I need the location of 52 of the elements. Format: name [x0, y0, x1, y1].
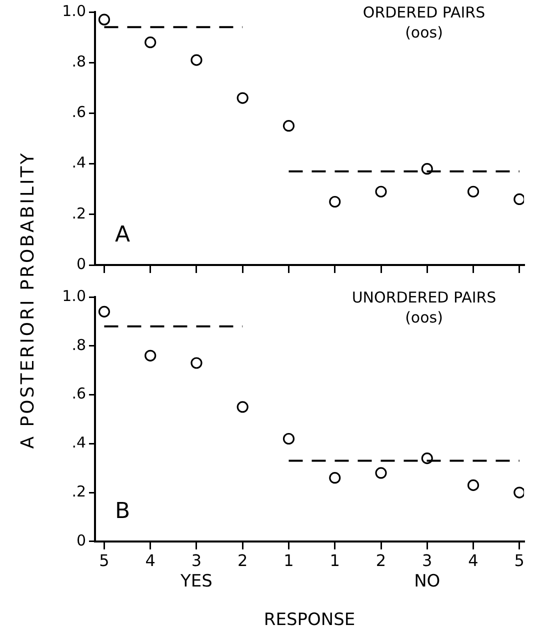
- x-tick-label: 4: [145, 551, 156, 570]
- y-axis-title: A POSTERIORI PROBABILITY: [18, 151, 38, 449]
- point: [190, 54, 202, 66]
- point: [514, 486, 524, 498]
- y-tick-label: .8: [72, 52, 86, 70]
- point: [236, 401, 248, 413]
- point: [282, 432, 295, 445]
- y-tick-label: .2: [72, 482, 86, 500]
- y-tick-label: 1.0: [62, 2, 86, 20]
- point: [282, 120, 295, 132]
- x-tick-label: 4: [468, 551, 478, 570]
- x-tick-label: 5: [99, 551, 110, 570]
- x-axis-title: RESPONSE: [264, 610, 356, 630]
- annotation: B: [115, 499, 130, 524]
- y-tick-label: .6: [72, 384, 86, 403]
- point: [514, 193, 524, 206]
- y-tick-label: 0: [76, 531, 86, 550]
- point: [467, 186, 480, 198]
- y-tick-label: 0: [76, 254, 86, 273]
- x-tick-label: 1: [284, 551, 294, 570]
- x-tick-label: 1: [330, 551, 340, 570]
- point: [467, 479, 480, 491]
- point: [329, 472, 341, 484]
- y-tick-label: .2: [72, 204, 86, 222]
- point: [421, 163, 433, 175]
- x-tick-label: 5: [514, 551, 524, 570]
- point: [98, 14, 110, 26]
- text: YES: [180, 571, 212, 592]
- text: (oos): [405, 23, 443, 42]
- point: [421, 452, 433, 464]
- point: [375, 467, 387, 479]
- x-tick-label: 3: [191, 551, 202, 570]
- text: NO: [414, 571, 440, 592]
- point: [190, 357, 202, 369]
- point: [144, 350, 156, 362]
- y-tick-label: .6: [72, 103, 86, 122]
- y-tick-label: .4: [72, 154, 86, 172]
- point: [98, 306, 110, 318]
- y-tick-label: .8: [72, 336, 86, 354]
- y-tick-label: 1.0: [62, 286, 86, 305]
- chart-title: ORDERED PAIRS: [362, 3, 486, 22]
- point: [375, 186, 387, 198]
- point: [236, 92, 248, 104]
- x-tick-label: 2: [238, 551, 248, 570]
- point: [329, 196, 341, 208]
- text: (oos): [405, 308, 443, 326]
- annotation: A: [115, 222, 130, 248]
- y-tick-label: .4: [72, 434, 86, 452]
- x-tick-label: 2: [376, 551, 386, 570]
- chart-title: UNORDERED PAIRS: [352, 288, 496, 306]
- point: [144, 36, 156, 48]
- x-tick-label: 3: [422, 551, 432, 570]
